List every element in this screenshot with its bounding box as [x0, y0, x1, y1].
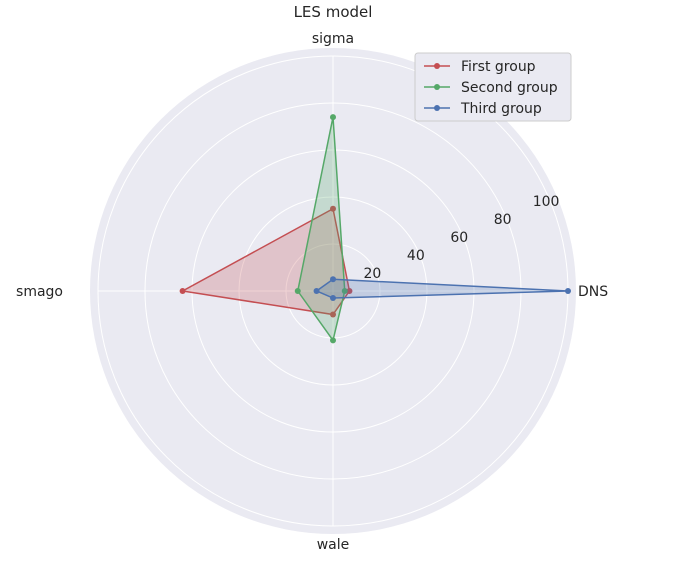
series-area: [316, 279, 568, 299]
data-point-smago: [179, 288, 186, 294]
data-point-DNS: [565, 288, 571, 294]
legend-label: First group: [461, 59, 536, 75]
data-point-smago: [294, 288, 301, 294]
r-tick-label: 80: [494, 212, 512, 228]
r-tick-label: 20: [364, 266, 382, 282]
legend-marker: [434, 84, 440, 90]
data-point-sigma: [330, 205, 336, 212]
data-point-wale: [330, 295, 336, 302]
data-point-DNS: [341, 288, 348, 294]
legend-label: Third group: [460, 101, 542, 117]
series-area: [297, 117, 345, 341]
data-point-wale: [330, 337, 336, 344]
axis-label-sigma: sigma: [312, 31, 354, 47]
legend-label: Second group: [461, 80, 558, 96]
r-tick-label: 40: [407, 248, 425, 264]
angular-grid: [98, 56, 568, 526]
series-second-group: [294, 114, 348, 344]
r-tick-label: 100: [533, 194, 560, 210]
data-point-DNS: [346, 288, 353, 294]
series-first-group: [179, 205, 353, 318]
axis-label-smago: smago: [16, 284, 63, 300]
r-tick-label: 60: [450, 230, 468, 246]
series-third-group: [313, 276, 571, 302]
legend-marker: [434, 63, 440, 69]
series-area: [182, 208, 350, 315]
data-point-sigma: [330, 114, 336, 121]
data-point-sigma: [330, 276, 336, 283]
radial-tick-labels: 20 40 60 80 100: [364, 194, 560, 282]
chart-title: LES model: [294, 3, 373, 21]
legend: First group Second group Third group: [414, 52, 572, 122]
series-layer: [179, 114, 571, 344]
data-point-smago: [313, 288, 320, 294]
legend-frame: [414, 52, 572, 122]
data-point-wale: [330, 311, 336, 318]
legend-marker: [434, 105, 440, 111]
axis-labels: DNS sigma smago wale: [16, 31, 608, 553]
axis-label-DNS: DNS: [578, 284, 608, 300]
axis-label-wale: wale: [317, 537, 350, 553]
